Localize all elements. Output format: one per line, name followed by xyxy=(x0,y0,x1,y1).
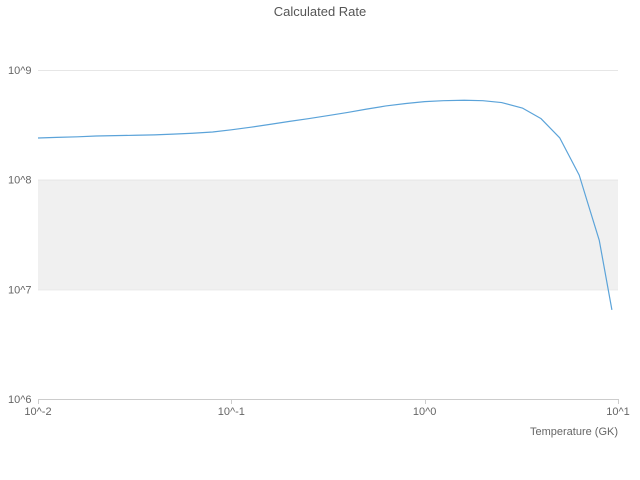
plot-band-layer xyxy=(38,179,618,290)
rate-line-series xyxy=(37,99,613,310)
x-tick-label: 10^-1 xyxy=(218,406,245,418)
gridlines-layer xyxy=(38,70,618,291)
x-tick-label: 10^1 xyxy=(606,406,630,418)
x-axis-title: Temperature (GK) xyxy=(530,426,618,438)
y-tick-label: 10^9 xyxy=(8,65,32,77)
x-tick-label: 10^-2 xyxy=(24,406,51,418)
x-tick-label: 10^0 xyxy=(413,406,437,418)
axis-labels-layer: 10^-2 10^-1 10^0 10^1 10^6 10^7 10^8 10^9 Temper… xyxy=(8,65,630,438)
chart-title: Calculated Rate xyxy=(273,4,367,19)
y-tick-label: 10^8 xyxy=(8,175,32,187)
series-layer xyxy=(37,99,613,310)
plot-band xyxy=(38,179,618,290)
axis-layer xyxy=(38,399,619,404)
y-tick-label: 10^6 xyxy=(8,394,32,406)
y-tick-label: 10^7 xyxy=(8,284,32,296)
